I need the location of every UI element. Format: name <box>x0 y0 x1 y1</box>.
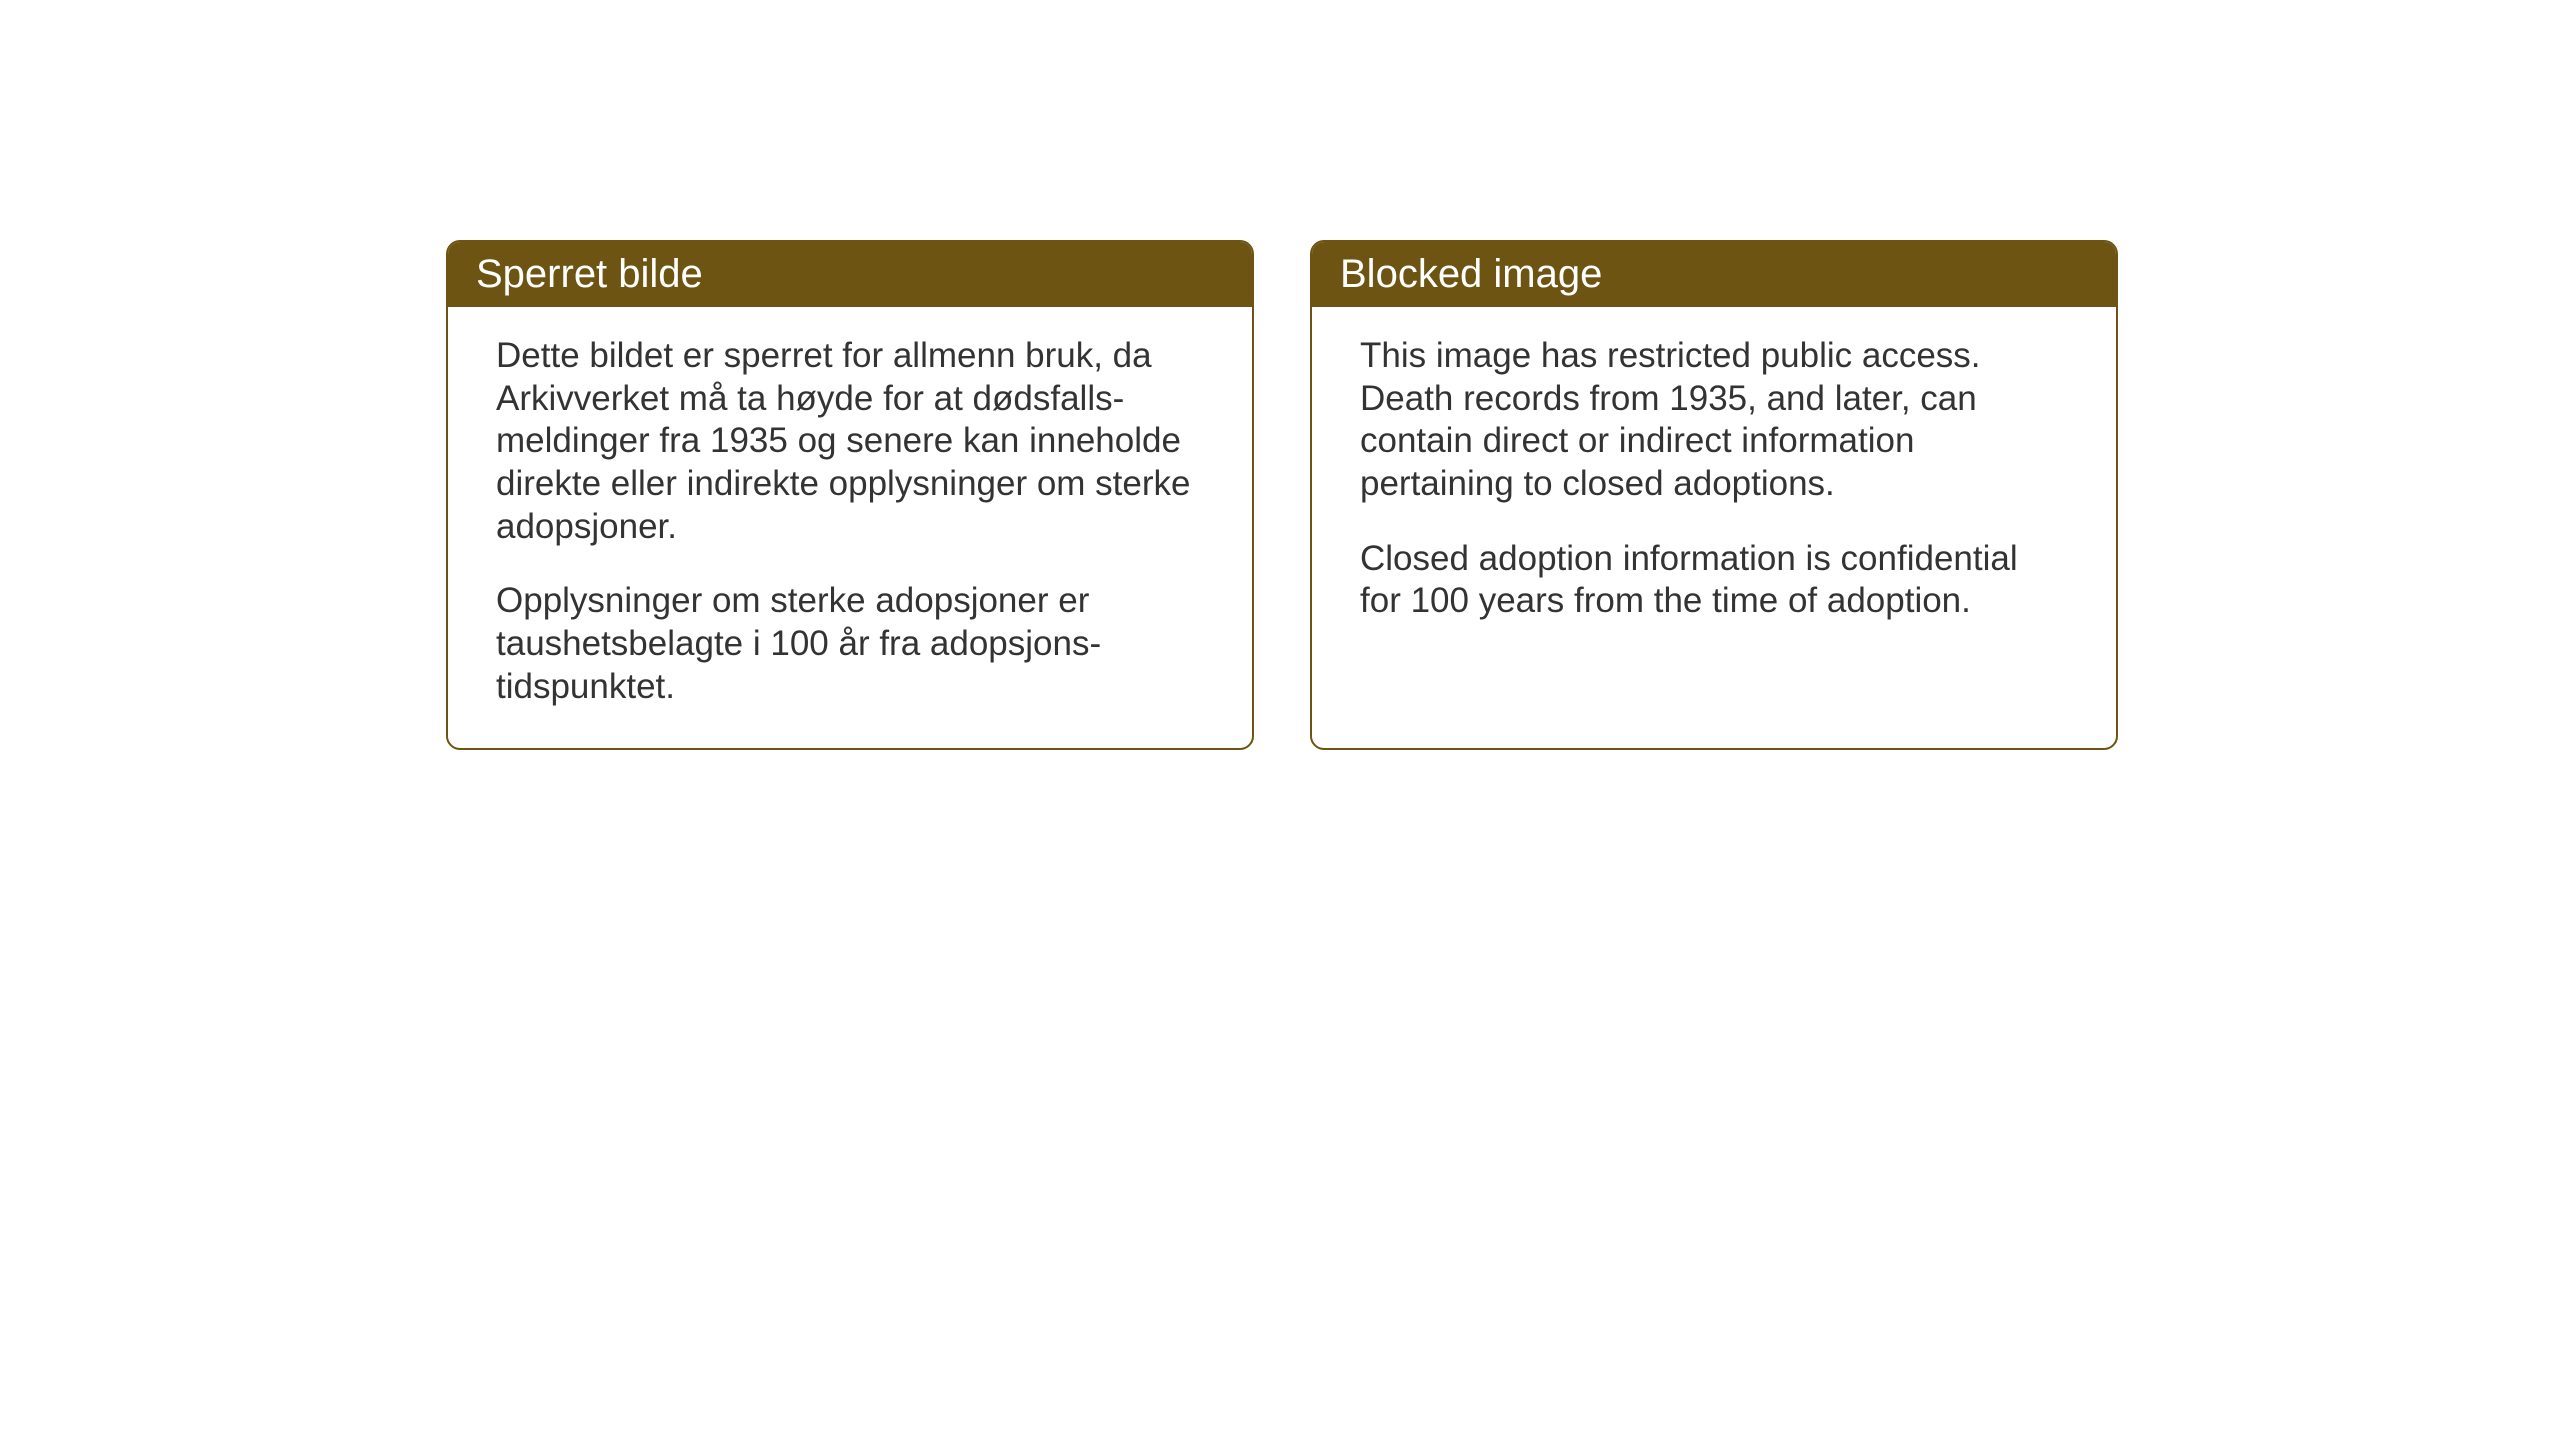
english-paragraph-1: This image has restricted public access.… <box>1360 335 2068 506</box>
norwegian-paragraph-2: Opplysninger om sterke adopsjoner er tau… <box>496 580 1204 708</box>
norwegian-card-header: Sperret bilde <box>448 242 1252 307</box>
english-card-body: This image has restricted public access.… <box>1312 307 2116 661</box>
english-paragraph-2: Closed adoption information is confident… <box>1360 538 2068 623</box>
english-card: Blocked image This image has restricted … <box>1310 240 2118 750</box>
norwegian-card-body: Dette bildet er sperret for allmenn bruk… <box>448 307 1252 747</box>
norwegian-card-title: Sperret bilde <box>476 252 703 296</box>
english-card-title: Blocked image <box>1340 252 1602 296</box>
norwegian-paragraph-1: Dette bildet er sperret for allmenn bruk… <box>496 335 1204 548</box>
norwegian-card: Sperret bilde Dette bildet er sperret fo… <box>446 240 1254 750</box>
english-card-header: Blocked image <box>1312 242 2116 307</box>
cards-container: Sperret bilde Dette bildet er sperret fo… <box>446 240 2118 750</box>
